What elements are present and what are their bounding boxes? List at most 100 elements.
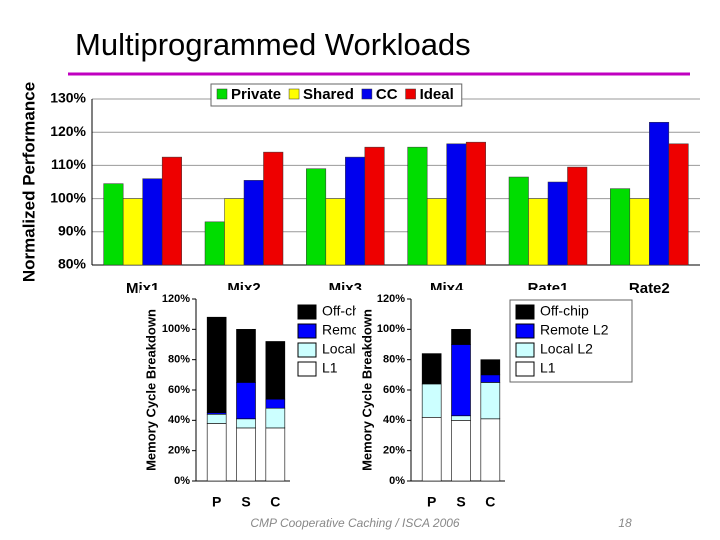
legend-swatch <box>297 304 317 320</box>
bar <box>345 156 366 266</box>
bar <box>204 221 225 266</box>
y-tick-label: 100% <box>377 323 405 335</box>
y-tick-label: 120% <box>377 293 405 305</box>
bar-segment <box>206 316 227 414</box>
bar-segment <box>480 359 501 376</box>
bar <box>668 143 689 266</box>
bar <box>649 121 670 266</box>
legend-swatch <box>297 342 317 358</box>
bar-segment <box>480 382 501 420</box>
slide-title: Multiprogrammed Workloads <box>75 27 471 62</box>
bar <box>161 156 182 266</box>
page-number: 18 <box>618 516 632 530</box>
y-tick-label: 100% <box>162 323 190 335</box>
bar-segment <box>236 427 256 482</box>
bar <box>243 180 264 266</box>
bar <box>407 146 428 266</box>
y-tick-label: 130% <box>50 90 86 106</box>
legend-swatch <box>515 342 535 358</box>
bar <box>446 143 467 266</box>
footer: CMP Cooperative Caching / ISCA 2006 <box>250 516 460 530</box>
bar <box>547 181 568 266</box>
bar <box>567 166 588 266</box>
y-tick-label: 80% <box>58 256 87 272</box>
bar <box>528 198 549 266</box>
legend-swatch <box>288 88 300 100</box>
y-tick-label: 120% <box>50 123 86 139</box>
y-axis-label: Normalized Performance <box>19 82 38 282</box>
bar-segment <box>421 416 442 482</box>
legend-swatch <box>405 88 416 100</box>
bar-segment <box>480 374 501 383</box>
y-tick-label: 0% <box>174 475 190 487</box>
x-tick-label: P <box>427 494 436 510</box>
y-tick-label: 0% <box>389 475 405 487</box>
bar-segment <box>236 418 256 429</box>
legend-label: L1 <box>322 360 338 376</box>
chart: 0%20%40%60%80%100%120%Memory Cycle Break… <box>356 290 636 520</box>
legend-swatch <box>361 88 373 100</box>
x-tick-label: P <box>212 494 221 510</box>
legend-label: Private <box>231 86 281 103</box>
x-tick-label: S <box>241 494 250 510</box>
charts: 80% 90% 100% 110% 120% 130% Normalized Perform… <box>19 82 700 520</box>
y-tick-label: 80% <box>168 354 190 366</box>
bar-segment <box>265 398 286 409</box>
bar <box>263 151 284 266</box>
legend-label: Off-chip <box>540 303 589 319</box>
bar <box>508 176 529 266</box>
legend: Off-chip Remote L2 Local L2 L1 <box>509 299 633 383</box>
y-tick-label: 40% <box>168 414 190 426</box>
legend-swatch <box>297 361 317 377</box>
chart: 80% 90% 100% 110% 120% 130% Normalized Perform… <box>19 82 700 297</box>
y-tick-label: 100% <box>50 189 86 205</box>
x-tick-label: C <box>485 494 495 510</box>
bar-segment <box>451 344 471 417</box>
bar <box>629 198 650 266</box>
legend-label: CC <box>376 86 398 103</box>
legend-box <box>210 83 463 107</box>
legend-label: Remote L2 <box>540 322 609 338</box>
y-tick-label: 20% <box>383 445 405 457</box>
bar-segment <box>480 418 501 482</box>
y-axis-label: Memory Cycle Breakdown <box>359 309 374 471</box>
bar-segment <box>206 413 227 424</box>
bar-segment <box>265 407 286 429</box>
bar <box>325 198 346 266</box>
bar-segment <box>206 423 227 482</box>
bar-segment <box>265 427 286 482</box>
y-tick-label: 40% <box>383 414 405 426</box>
y-tick-label: 20% <box>168 445 190 457</box>
bar <box>610 188 631 266</box>
y-tick-label: 110% <box>51 156 87 172</box>
legend-swatch <box>515 323 535 339</box>
bar <box>122 198 143 266</box>
bar <box>364 146 385 266</box>
legend-swatch <box>515 304 535 320</box>
x-tick-label: S <box>456 494 465 510</box>
bar-segment <box>265 341 286 400</box>
legend-swatch <box>297 323 317 339</box>
y-tick-label: 120% <box>162 293 190 305</box>
legend: Private Shared CC Ideal <box>210 83 463 107</box>
chart: 0% 20% 40% 60% 80% 100% 120% Memory Cycle Break… <box>140 290 391 520</box>
legend-swatch <box>216 88 228 100</box>
bar-segment <box>421 383 442 418</box>
bar <box>465 141 486 266</box>
legend-label: L1 <box>540 360 556 376</box>
bar-segment <box>451 420 471 482</box>
y-tick-label: 80% <box>383 354 405 366</box>
y-tick-label: 60% <box>168 384 190 396</box>
bar-segment <box>236 382 256 420</box>
bar <box>306 168 327 266</box>
bar-segment <box>236 329 256 383</box>
legend-swatch <box>515 361 535 377</box>
bar <box>224 198 245 266</box>
bar-segment <box>421 353 442 385</box>
legend-label: Shared <box>303 86 354 103</box>
bar-segment <box>451 329 471 345</box>
y-tick-label: 90% <box>58 223 87 239</box>
bar <box>142 178 163 266</box>
x-tick-label: Rate2 <box>629 280 670 297</box>
